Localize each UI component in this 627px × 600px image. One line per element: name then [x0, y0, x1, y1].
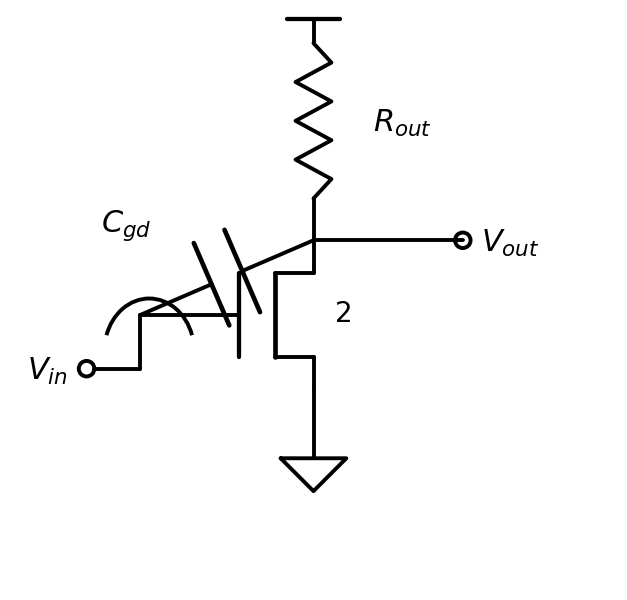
Text: $2$: $2$ [334, 301, 351, 328]
Text: $\mathit{R}_{\mathit{out}}$: $\mathit{R}_{\mathit{out}}$ [373, 108, 432, 139]
Text: $\mathit{V}_{\mathit{out}}$: $\mathit{V}_{\mathit{out}}$ [481, 228, 539, 259]
Text: $\mathit{C}_{\mathit{gd}}$: $\mathit{C}_{\mathit{gd}}$ [102, 208, 152, 243]
Text: $\mathit{V}_{\mathit{in}}$: $\mathit{V}_{\mathit{in}}$ [27, 356, 68, 387]
